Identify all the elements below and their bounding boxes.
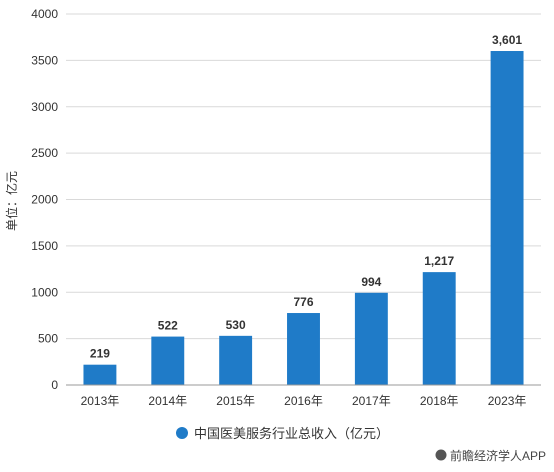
legend-marker — [176, 427, 188, 439]
y-tick-label: 2000 — [31, 193, 58, 207]
bar — [83, 364, 117, 385]
x-tick-label: 2014年 — [148, 394, 187, 408]
data-label: 3,601 — [492, 33, 522, 47]
x-tick-label: 2018年 — [420, 394, 459, 408]
x-axis-ticks: 2013年 2014年 2015年 2016年 2017年 2018年 2023年 — [81, 394, 527, 408]
brand-text: 前瞻经济学人APP — [450, 448, 546, 463]
brand-logo-icon — [435, 449, 447, 461]
x-tick-label: 2023年 — [488, 394, 527, 408]
y-tick-label: 1500 — [31, 239, 58, 253]
y-tick-label: 1000 — [31, 285, 58, 299]
y-axis-ticks: 0 500 1000 1500 2000 2500 3000 3500 4000 — [31, 7, 58, 392]
bar — [219, 335, 253, 385]
y-axis-label: 单位：亿元 — [4, 171, 19, 231]
data-label: 219 — [90, 347, 110, 361]
x-tick-label: 2016年 — [284, 394, 323, 408]
footer-brand: 前瞻经济学人APP — [435, 448, 546, 463]
y-tick-label: 3500 — [31, 53, 58, 67]
y-tick-label: 0 — [51, 378, 58, 392]
bars — [83, 51, 524, 385]
y-tick-label: 2500 — [31, 146, 58, 160]
legend: 中国医美服务行业总收入（亿元） — [176, 426, 389, 441]
data-label: 1,217 — [424, 254, 454, 268]
y-tick-label: 4000 — [31, 7, 58, 21]
bar — [354, 292, 388, 385]
x-tick-label: 2017年 — [352, 394, 391, 408]
bar — [287, 313, 320, 385]
legend-label: 中国医美服务行业总收入（亿元） — [194, 426, 389, 441]
data-label: 776 — [293, 295, 313, 309]
y-tick-label: 3000 — [31, 100, 58, 114]
bar — [151, 336, 185, 385]
x-tick-label: 2013年 — [81, 394, 120, 408]
x-tick-label: 2015年 — [216, 394, 255, 408]
y-tick-label: 500 — [38, 332, 58, 346]
data-labels: 219 522 530 776 994 1,217 3,601 — [90, 33, 522, 361]
bar — [422, 272, 456, 385]
data-label: 530 — [226, 318, 246, 332]
grid-lines — [66, 13, 541, 340]
bar — [490, 51, 524, 385]
data-label: 522 — [158, 319, 178, 333]
data-label: 994 — [361, 275, 381, 289]
